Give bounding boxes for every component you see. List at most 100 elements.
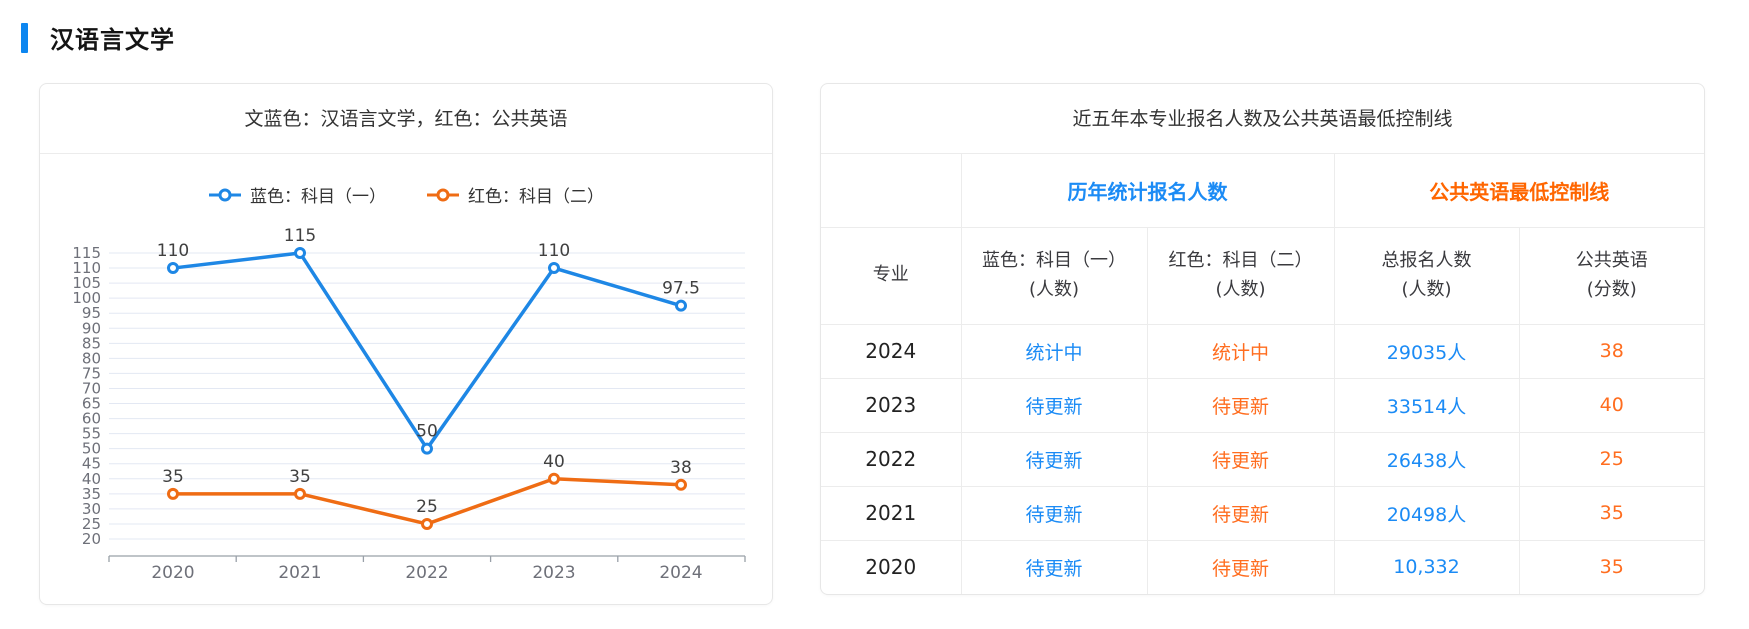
table-card-title: 近五年本专业报名人数及公共英语最低控制线 (821, 84, 1704, 154)
group-header-empty-cell (821, 154, 961, 227)
cell-english-score: 35 (1518, 485, 1704, 540)
svg-text:95: 95 (82, 304, 101, 322)
cell-total: 26438人 (1333, 431, 1519, 486)
svg-text:2024: 2024 (659, 563, 702, 583)
column-header-total: 总报名人数 (人数) (1333, 226, 1519, 324)
svg-text:35: 35 (162, 467, 184, 487)
svg-text:25: 25 (82, 515, 101, 533)
cell-total: 29035人 (1333, 323, 1519, 378)
column-header-total-line2: (人数) (1401, 278, 1452, 300)
legend-marker-blue-icon (209, 188, 241, 201)
svg-text:75: 75 (82, 364, 101, 382)
page-title: 汉语言文学 (50, 26, 175, 54)
svg-text:35: 35 (289, 467, 311, 487)
cell-subject1: 统计中 (960, 323, 1147, 378)
cell-subject1: 待更新 (960, 377, 1147, 432)
svg-text:115: 115 (72, 244, 101, 262)
svg-text:20: 20 (82, 530, 101, 548)
line-chart-area: 蓝色：科目（一） 红色：科目（二） 115 110 105 100 95 90 85 80 75… (40, 154, 772, 604)
cell-total: 33514人 (1333, 377, 1519, 432)
cell-english-score: 25 (1518, 431, 1704, 486)
cell-subject2: 待更新 (1146, 539, 1334, 594)
table-card: 近五年本专业报名人数及公共英语最低控制线 历年统计报名人数 公共英语最低控制线 … (820, 83, 1705, 595)
chart-card-title: 文蓝色：汉语言文学，红色：公共英语 (40, 84, 772, 154)
legend-item-series2[interactable]: 红色：科目（二） (426, 182, 604, 207)
svg-text:40: 40 (543, 452, 565, 472)
column-header-subject2: 红色：科目（二） (人数) (1146, 226, 1334, 324)
svg-text:35: 35 (82, 485, 101, 503)
legend-label-series2: 红色：科目（二） (468, 187, 604, 207)
table-row: 2022 待更新 待更新 26438人 25 (821, 431, 1704, 486)
svg-text:60: 60 (82, 410, 101, 428)
column-header-subject1: 蓝色：科目（一） (人数) (960, 226, 1147, 324)
svg-text:55: 55 (82, 425, 101, 443)
svg-text:110: 110 (538, 241, 570, 261)
svg-text:45: 45 (82, 455, 101, 473)
cell-total: 10,332 (1333, 539, 1519, 594)
column-header-subject1-line1: 蓝色：科目（一） (982, 249, 1126, 271)
svg-text:90: 90 (82, 319, 101, 337)
svg-text:38: 38 (670, 458, 692, 478)
svg-text:2021: 2021 (278, 563, 321, 583)
table-row: 2021 待更新 待更新 20498人 35 (821, 485, 1704, 540)
svg-text:2022: 2022 (405, 563, 448, 583)
cell-year: 2023 (821, 377, 961, 432)
svg-text:97.5: 97.5 (662, 279, 700, 299)
line-chart: 1151101051009590858075706560555045403530… (72, 226, 746, 583)
svg-text:30: 30 (82, 500, 101, 518)
svg-text:50: 50 (416, 422, 438, 442)
legend-marker-orange-icon (427, 188, 459, 201)
chart-card: 文蓝色：汉语言文学，红色：公共英语 蓝色：科目（一） 红色：科目（二） 115 1… (39, 83, 773, 605)
chart-legend: 蓝色：科目（一） 红色：科目（二） (40, 182, 772, 207)
table-row: 2023 待更新 待更新 33514人 40 (821, 377, 1704, 432)
column-header-english-line1: 公共英语 (1575, 249, 1648, 271)
svg-text:25: 25 (416, 497, 438, 517)
svg-text:65: 65 (82, 395, 101, 413)
column-header-english: 公共英语 (分数) (1518, 226, 1704, 324)
cell-subject2: 统计中 (1146, 323, 1334, 378)
column-header-english-line2: (分数) (1586, 278, 1637, 300)
legend-item-series1[interactable]: 蓝色：科目（一） (208, 182, 386, 207)
svg-text:80: 80 (82, 349, 101, 367)
svg-text:70: 70 (82, 379, 101, 397)
cell-subject1: 待更新 (960, 485, 1147, 540)
cell-year: 2022 (821, 431, 961, 486)
table-row: 2020 待更新 待更新 10,332 35 (821, 539, 1704, 594)
svg-text:110: 110 (72, 259, 101, 277)
column-header-total-line1: 总报名人数 (1381, 249, 1472, 271)
page-header: 汉语言文学 (21, 20, 175, 55)
column-header-subject2-line1: 红色：科目（二） (1168, 249, 1313, 271)
cell-total: 20498人 (1333, 485, 1519, 540)
table-row: 2024 统计中 统计中 29035人 38 (821, 323, 1704, 378)
cell-subject2: 待更新 (1146, 485, 1334, 540)
cell-subject2: 待更新 (1146, 431, 1334, 486)
group-header-enrollment: 历年统计报名人数 (960, 154, 1334, 227)
table-group-header-row: 历年统计报名人数 公共英语最低控制线 (821, 154, 1704, 227)
column-header-major: 专业 (821, 226, 961, 324)
legend-label-series1: 蓝色：科目（一） (250, 187, 386, 207)
column-header-subject1-line2: (人数) (1028, 278, 1080, 300)
svg-text:115: 115 (284, 226, 316, 246)
column-header-subject2-line2: (人数) (1215, 278, 1266, 300)
svg-text:2023: 2023 (532, 563, 575, 583)
cell-subject1: 待更新 (960, 431, 1147, 486)
group-header-english-line: 公共英语最低控制线 (1333, 154, 1704, 227)
svg-text:40: 40 (82, 470, 101, 488)
svg-text:100: 100 (72, 289, 101, 307)
cell-english-score: 40 (1518, 377, 1704, 432)
svg-text:85: 85 (82, 334, 101, 352)
cell-year: 2020 (821, 539, 961, 594)
cell-year: 2021 (821, 485, 961, 540)
svg-text:50: 50 (82, 440, 101, 458)
svg-text:2020: 2020 (151, 563, 194, 583)
table-column-header-row: 专业 蓝色：科目（一） (人数) 红色：科目（二） (人数) 总报名人数 (人数… (821, 226, 1704, 324)
cell-subject2: 待更新 (1146, 377, 1334, 432)
cell-year: 2024 (821, 323, 961, 378)
svg-text:105: 105 (72, 274, 101, 292)
cell-english-score: 35 (1518, 539, 1704, 594)
cell-english-score: 38 (1518, 323, 1704, 378)
svg-text:110: 110 (157, 241, 189, 261)
title-accent-bar (21, 22, 28, 53)
cell-subject1: 待更新 (960, 539, 1147, 594)
stats-table: 历年统计报名人数 公共英语最低控制线 专业 蓝色：科目（一） (人数) 红色：科… (821, 154, 1704, 594)
